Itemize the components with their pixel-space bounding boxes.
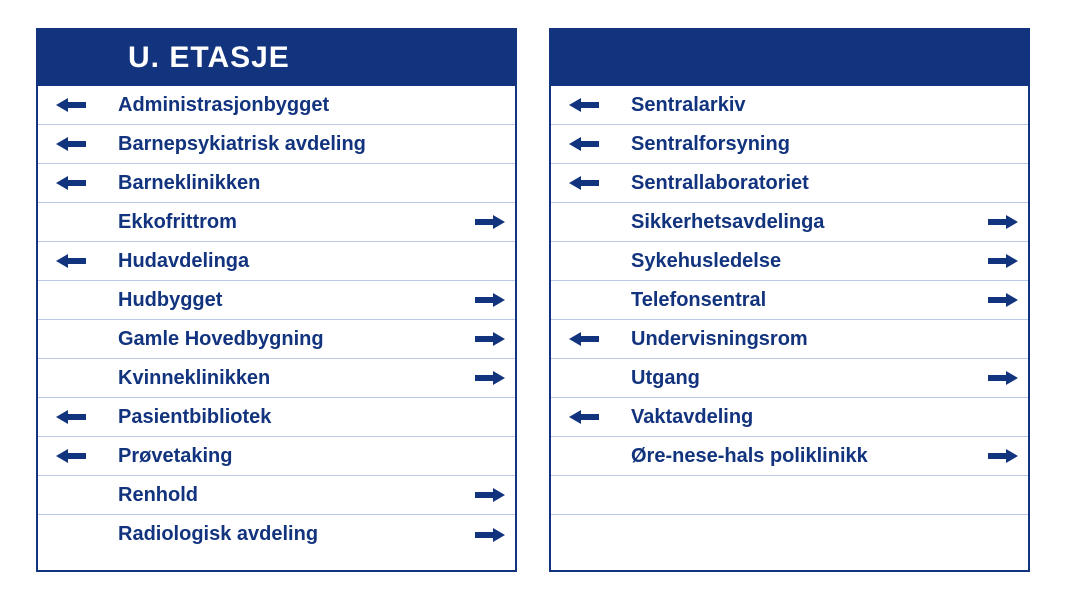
directory-panel-left: U. ETASJE Administrasjonbygget Barnepsyki… (36, 28, 517, 572)
directory-row: Hudbygget (38, 281, 515, 320)
directory-label: Sykehusledelse (631, 250, 966, 273)
panel-rows-left: Administrasjonbygget Barnepsykiatrisk avd… (38, 86, 515, 554)
directory-label: Ekkofrittrom (118, 211, 453, 234)
arrow-left-icon (569, 98, 631, 112)
panel-title: U. ETASJE (128, 41, 290, 75)
directory-row: Sentrallaboratoriet (551, 164, 1028, 203)
directory-row: Radiologisk avdeling (38, 515, 515, 554)
arrow-left-icon (56, 254, 118, 268)
directory-label: Utgang (631, 367, 966, 390)
directory-label: Vaktavdeling (631, 406, 966, 429)
directory-row: Sykehusledelse (551, 242, 1028, 281)
directory-row: Gamle Hovedbygning (38, 320, 515, 359)
directory-label: Sikkerhetsavdelinga (631, 211, 966, 234)
arrow-right-icon (453, 293, 505, 307)
directory-label: Sentralforsyning (631, 133, 966, 156)
directory-row: Ekkofrittrom (38, 203, 515, 242)
directory-label: Administrasjonbygget (118, 94, 453, 117)
arrow-left-icon (569, 410, 631, 424)
directory-label: Telefonsentral (631, 289, 966, 312)
arrow-right-icon (453, 371, 505, 385)
directory-row: Utgang (551, 359, 1028, 398)
arrow-right-icon (453, 215, 505, 229)
directory-row: Sikkerhetsavdelinga (551, 203, 1028, 242)
arrow-right-icon (966, 449, 1018, 463)
directory-row: Vaktavdeling (551, 398, 1028, 437)
directory-row: Renhold (38, 476, 515, 515)
directory-panel-right: Sentralarkiv Sentralforsyning Sentrallabor… (549, 28, 1030, 572)
directory-row: Pasientbibliotek (38, 398, 515, 437)
directory-label: Radiologisk avdeling (118, 523, 453, 546)
directory-label: Øre-nese-hals poliklinikk (631, 445, 966, 468)
arrow-right-icon (966, 371, 1018, 385)
arrow-left-icon (569, 137, 631, 151)
arrow-left-icon (56, 449, 118, 463)
directory-label: Prøvetaking (118, 445, 453, 468)
directory-row (551, 476, 1028, 515)
directory-label: Undervisningsrom (631, 328, 966, 351)
panel-rows-right: Sentralarkiv Sentralforsyning Sentrallabor… (551, 86, 1028, 554)
arrow-left-icon (56, 410, 118, 424)
directory-label: Sentrallaboratoriet (631, 172, 966, 195)
directory-label: Pasientbibliotek (118, 406, 453, 429)
arrow-right-icon (966, 254, 1018, 268)
directory-label: Renhold (118, 484, 453, 507)
arrow-right-icon (966, 293, 1018, 307)
arrow-right-icon (453, 488, 505, 502)
directory-label: Barnepsykiatrisk avdeling (118, 133, 453, 156)
directory-label: Hudavdelinga (118, 250, 453, 273)
arrow-left-icon (56, 176, 118, 190)
directory-row: Prøvetaking (38, 437, 515, 476)
directory-row: Kvinneklinikken (38, 359, 515, 398)
directory-row: Barnepsykiatrisk avdeling (38, 125, 515, 164)
panel-header: U. ETASJE (38, 30, 515, 86)
directory-row: Undervisningsrom (551, 320, 1028, 359)
directory-row: Sentralarkiv (551, 86, 1028, 125)
arrow-right-icon (453, 332, 505, 346)
arrow-right-icon (966, 215, 1018, 229)
directory-row (551, 515, 1028, 554)
directory-row: Administrasjonbygget (38, 86, 515, 125)
directory-row: Hudavdelinga (38, 242, 515, 281)
arrow-left-icon (56, 137, 118, 151)
directory-row: Barneklinikken (38, 164, 515, 203)
arrow-left-icon (569, 176, 631, 190)
directory-label: Gamle Hovedbygning (118, 328, 453, 351)
arrow-left-icon (56, 98, 118, 112)
directory-label: Barneklinikken (118, 172, 453, 195)
directory-label: Sentralarkiv (631, 94, 966, 117)
directory-label: Hudbygget (118, 289, 453, 312)
directory-row: Sentralforsyning (551, 125, 1028, 164)
arrow-right-icon (453, 528, 505, 542)
directory-row: Telefonsentral (551, 281, 1028, 320)
directory-label: Kvinneklinikken (118, 367, 453, 390)
directory-row: Øre-nese-hals poliklinikk (551, 437, 1028, 476)
arrow-left-icon (569, 332, 631, 346)
panel-header-blank (551, 30, 1028, 86)
